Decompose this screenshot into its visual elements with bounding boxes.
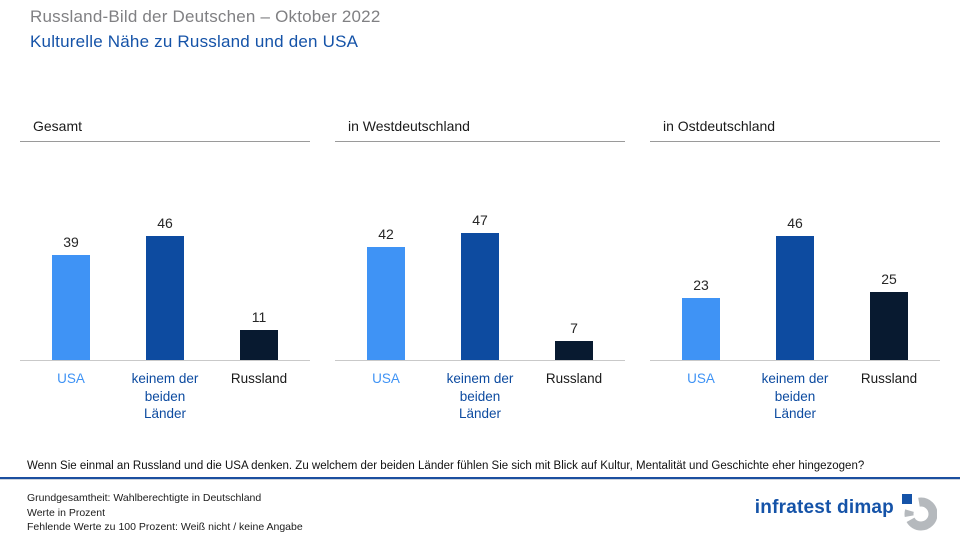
divider-line — [0, 477, 960, 480]
bar-group-usa: 23 — [654, 277, 748, 360]
bar-group-none: 46 — [118, 215, 212, 360]
bar-value: 39 — [63, 234, 79, 250]
bar-group-usa: 39 — [24, 234, 118, 360]
x-label-russland: Russland — [842, 370, 936, 423]
slide-pretitle: Russland-Bild der Deutschen – Oktober 20… — [30, 7, 381, 26]
bar-value: 46 — [787, 215, 803, 231]
x-label-usa: USA — [24, 370, 118, 423]
survey-question: Wenn Sie einmal an Russland und die USA … — [27, 460, 865, 472]
x-axis-labels: USA keinem der beiden Länder Russland — [20, 370, 310, 423]
bar-russland — [240, 330, 278, 360]
bar-usa — [52, 255, 90, 360]
bar-group-russland: 25 — [842, 271, 936, 360]
bar-usa — [682, 298, 720, 360]
footnote-line: Fehlende Werte zu 100 Prozent: Weiß nich… — [27, 521, 303, 534]
panel-ost-chart: 23 46 25 — [650, 142, 940, 361]
x-axis-labels: USA keinem der beiden Länder Russland — [650, 370, 940, 423]
footnote-line: Grundgesamtheit: Wahlberechtigte in Deut… — [27, 492, 262, 504]
x-label-text: USA — [372, 371, 400, 386]
bar-group-russland: 7 — [527, 320, 621, 360]
x-label-none: keinem der beiden Länder — [433, 370, 527, 423]
panel-ost: in Ostdeutschland 23 46 25 USA keinem de… — [650, 118, 940, 423]
x-label-russland: Russland — [527, 370, 621, 423]
footnote-line: Werte in Prozent — [27, 506, 106, 519]
bar-usa — [367, 247, 405, 360]
panel-west: in Westdeutschland 42 47 7 USA keinem de… — [335, 118, 625, 423]
x-label-text: keinem der beiden Länder — [131, 371, 199, 422]
infratest-dimap-logo-icon — [902, 494, 937, 531]
panel-gesamt-chart: 39 46 11 — [20, 142, 310, 361]
x-axis-labels: USA keinem der beiden Länder Russland — [335, 370, 625, 423]
bar-value: 46 — [157, 215, 173, 231]
bar-none — [461, 233, 499, 360]
bar-value: 47 — [472, 212, 488, 228]
bar-value: 11 — [251, 309, 267, 325]
bar-value: 42 — [378, 226, 394, 242]
page-title: Kulturelle Nähe zu Russland und den USA — [30, 32, 359, 51]
panel-gesamt-title: Gesamt — [20, 118, 310, 142]
bar-group-russland: 11 — [212, 309, 306, 360]
panel-west-title: in Westdeutschland — [335, 118, 625, 142]
x-label-text: keinem der beiden Länder — [761, 371, 829, 422]
x-label-none: keinem der beiden Länder — [118, 370, 212, 423]
panel-ost-title: in Ostdeutschland — [650, 118, 940, 142]
bar-none — [776, 236, 814, 360]
bar-group-none: 46 — [748, 215, 842, 360]
x-label-text: keinem der beiden Länder — [446, 371, 514, 422]
footnotes: Grundgesamtheit: Wahlberechtigte in Deut… — [27, 491, 303, 535]
brand-wordmark: infratest dimap — [754, 497, 894, 518]
chart-panels: Gesamt 39 46 11 USA keinem der beiden Lä… — [20, 118, 940, 423]
bar-group-usa: 42 — [339, 226, 433, 360]
x-label-text: Russland — [860, 371, 918, 386]
bar-group-none: 47 — [433, 212, 527, 360]
panel-west-chart: 42 47 7 — [335, 142, 625, 361]
bar-value: 23 — [693, 277, 709, 293]
bar-russland — [555, 341, 593, 360]
x-label-russland: Russland — [212, 370, 306, 423]
panel-gesamt: Gesamt 39 46 11 USA keinem der beiden Lä… — [20, 118, 310, 423]
x-label-text: Russland — [545, 371, 603, 386]
x-label-usa: USA — [654, 370, 748, 423]
x-label-usa: USA — [339, 370, 433, 423]
x-label-none: keinem der beiden Länder — [748, 370, 842, 423]
bar-value: 7 — [570, 320, 578, 336]
bar-value: 25 — [881, 271, 897, 287]
bar-russland — [870, 292, 908, 360]
x-label-text: USA — [57, 371, 85, 386]
x-label-text: Russland — [230, 371, 288, 386]
bar-none — [146, 236, 184, 360]
x-label-text: USA — [687, 371, 715, 386]
